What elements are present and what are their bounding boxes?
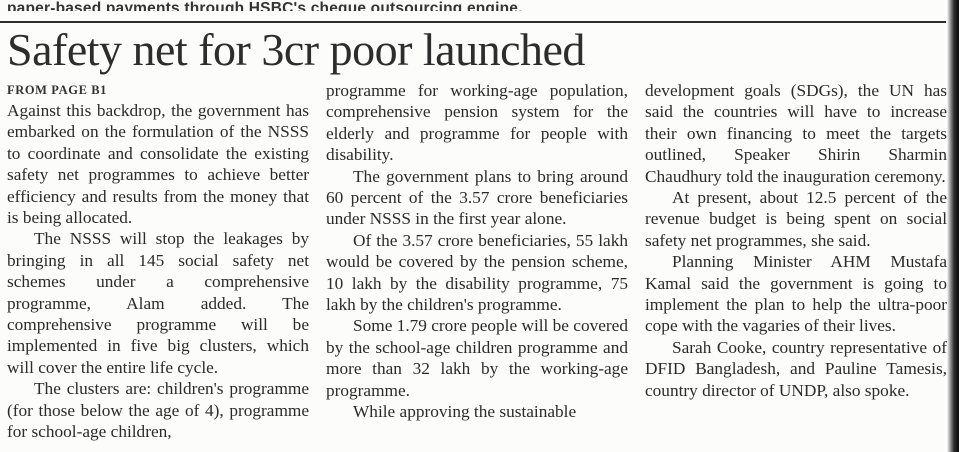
article-paragraph: Planning Minister AHM Mustafa Kamal said… [645,252,947,336]
article-column-3: development goals (SDGs), the UN has sai… [645,80,947,443]
continuation-kicker: FROM PAGE B1 [7,83,108,97]
headline-rule [0,21,946,23]
article-body: FROM PAGE B1 Against this backdrop, the … [0,80,947,443]
clipped-previous-article-text: paper-based payments through HSBC's cheq… [7,0,523,12]
article-paragraph: Some 1.79 crore people will be covered b… [326,316,628,400]
article-paragraph: At present, about 12.5 percent of the re… [645,188,947,250]
article-paragraph: Against this backdrop, the government ha… [7,101,309,228]
article-paragraph: The clusters are: children's programme (… [7,379,309,442]
article-paragraph: development goals (SDGs), the UN has sai… [645,81,947,186]
article-paragraph: Of the 3.57 crore beneficiaries, 55 lakh… [326,230,628,315]
article-paragraph: The government plans to bring around 60 … [326,166,628,229]
clipped-previous-article-line: paper-based payments through HSBC's cheq… [0,0,959,12]
article-paragraph: The NSSS will stop the leakages by bring… [7,229,309,377]
article-headline: Safety net for 3cr poor launched [7,24,585,75]
article-paragraph: Sarah Cooke, country representative of D… [645,337,947,400]
article-paragraph: programme for working-age population, co… [326,81,628,165]
article-column-1: FROM PAGE B1 Against this backdrop, the … [7,80,309,443]
article-paragraph: While approving the sustainable [353,402,577,422]
scan-right-edge-shadow [947,0,959,452]
article-column-2: programme for working-age population, co… [326,80,628,443]
